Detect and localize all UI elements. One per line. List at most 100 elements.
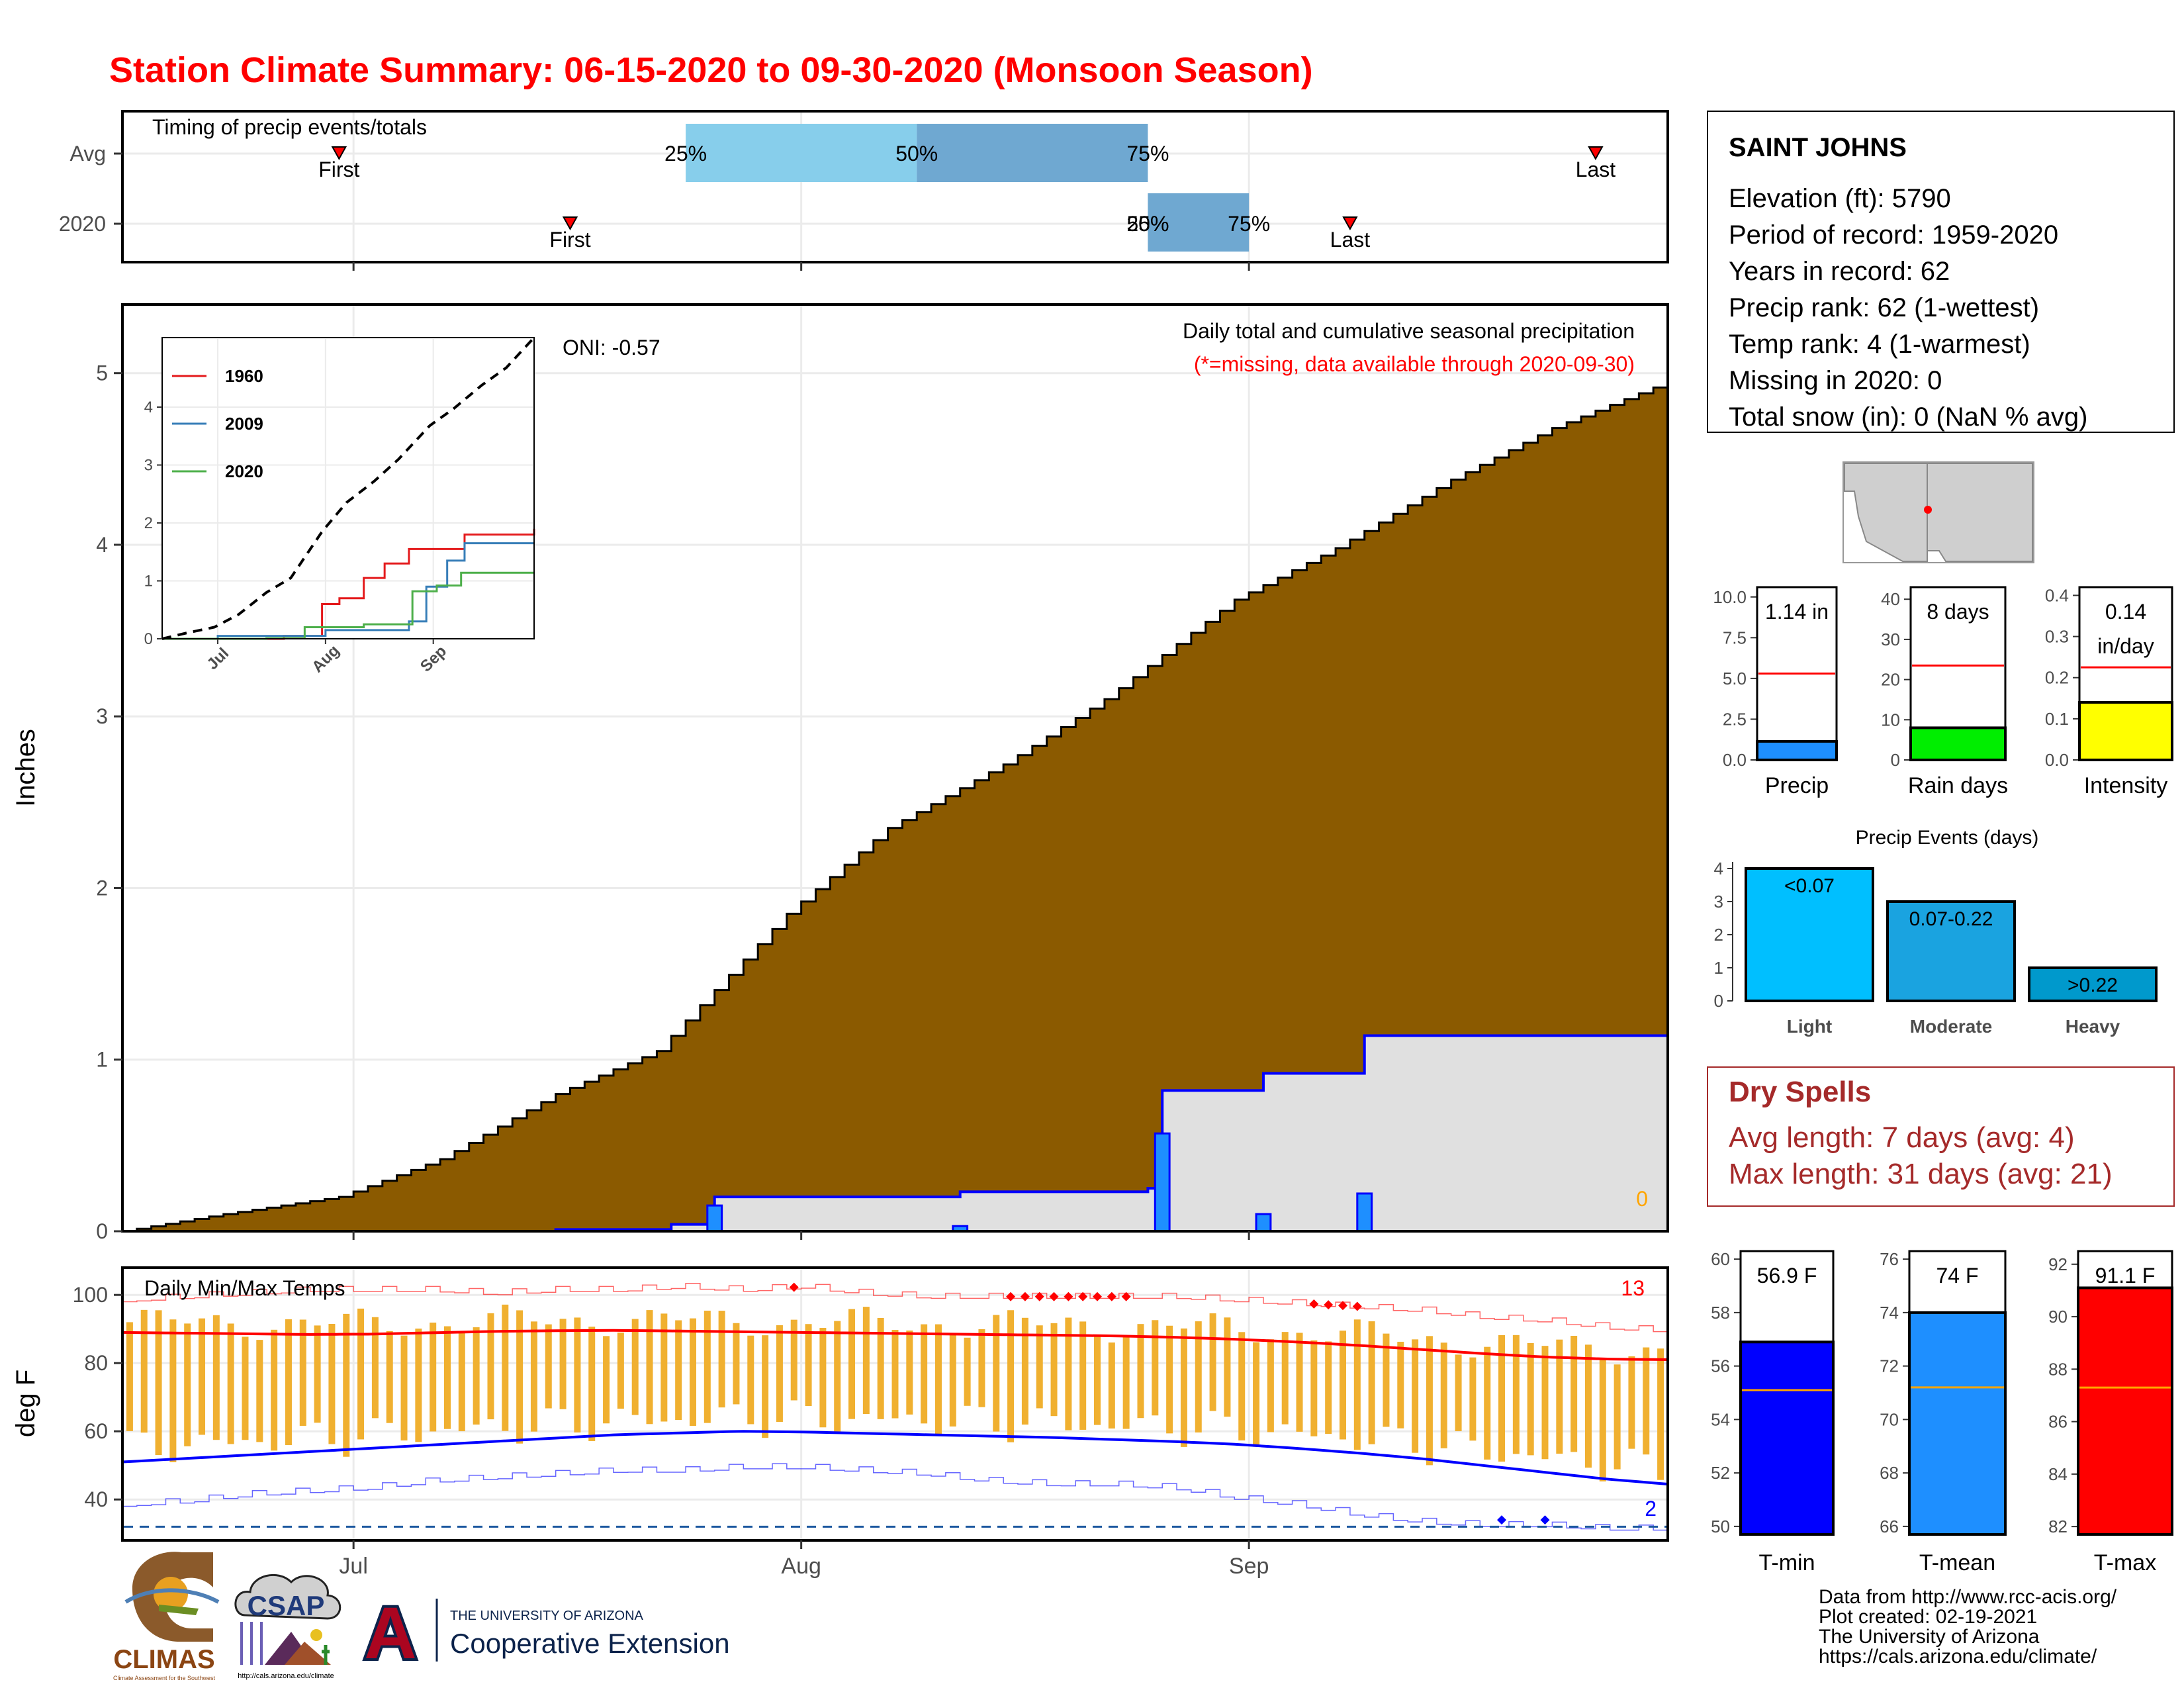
inset-legend-label-1960: 1960 [225, 366, 263, 386]
main-chart-frame [121, 303, 1669, 1233]
timing-panel-frame [121, 110, 1669, 263]
dry-spells-avg: Avg length: 7 days (avg: 4) [1729, 1121, 2075, 1154]
record-high-marker-7 [1093, 1291, 1103, 1301]
temp-daily-bar-73 [1180, 1328, 1187, 1447]
station-name: SAINT JOHNS [1729, 133, 1907, 162]
summary-tmean-tick-label-5: 76 [1880, 1249, 1899, 1269]
obs-p50-label: 50% [1126, 212, 1169, 236]
inset-x-tick-label-2: Sep [417, 642, 450, 675]
obs-last-label: Last [1330, 228, 1371, 252]
events-bar-light [1745, 867, 1874, 1002]
summary-precip-value-label-0: 1.14 in [1765, 600, 1829, 624]
daily-precip-bar-2 [1154, 1132, 1171, 1233]
precip-events-chart: Precip Events (days) 0 1 2 3 4 <0.07 Light 0.07… [1714, 827, 2158, 1037]
summary-tmax-tick-label-1: 84 [2048, 1464, 2068, 1484]
summary-precip-frame [1756, 586, 1838, 761]
temp-daily-bar-40 [704, 1310, 711, 1423]
temp-daily-bar-49 [834, 1321, 841, 1432]
daily-temp-bars [126, 1304, 1664, 1481]
temp-daily-bar-81 [1296, 1333, 1303, 1432]
events-bar-label-heavy: >0.22 [2068, 974, 2118, 996]
summary-tmean-tick-label-1: 68 [1880, 1463, 1899, 1483]
temp-daily-bar-57 [949, 1333, 956, 1427]
record-high-marker-3 [1034, 1291, 1044, 1301]
temp-chart-title: Daily Min/Max Temps [144, 1276, 345, 1300]
temp-daily-bar-71 [1152, 1320, 1159, 1416]
events-y-tick-label-1: 1 [1714, 958, 1723, 978]
summary-intensity-chart: 0.0 0.1 0.2 0.3 0.4 0.14 in/day Intensity [2045, 585, 2173, 798]
oni-label: ONI: -0.57 [563, 336, 660, 359]
daily-precip-bar-4 [1356, 1192, 1373, 1233]
temp-daily-bar-43 [747, 1335, 754, 1425]
temp-y-axis: 40 60 80 100 [73, 1283, 122, 1511]
temp-daily-bar-63 [1036, 1325, 1043, 1409]
main-chart-subtitle: (*=missing, data available through 2020-… [1194, 352, 1635, 376]
summary-tmax-tick-label-4: 90 [2048, 1307, 2068, 1327]
obs-first-marker [562, 216, 578, 231]
summary-tmax-value-label-0: 91.1 F [2095, 1264, 2156, 1288]
inset-line-avg [161, 336, 535, 640]
temp-daily-bar-60 [993, 1315, 1000, 1432]
inset-frame [161, 337, 535, 639]
inset-chart: 0 1 2 3 4 Jul Aug Sep 1960 2009 2020 [144, 336, 535, 676]
summary-intensity-value-label-1: in/day [2097, 634, 2154, 658]
dry-spells-max: Max length: 31 days (avg: 21) [1729, 1158, 2113, 1190]
record-low-marker-0 [1497, 1515, 1507, 1525]
inset-y-tick-label-2: 2 [144, 514, 153, 532]
temp-daily-bar-77 [1238, 1332, 1246, 1441]
temp-daily-bar-58 [964, 1337, 971, 1406]
events-bar-label-light: <0.07 [1784, 875, 1835, 897]
temp-daily-bar-9 [256, 1340, 263, 1442]
daily-precip-bar-3 [1255, 1213, 1272, 1233]
record-high-marker-13 [1352, 1301, 1362, 1311]
temp-daily-bar-24 [473, 1327, 480, 1425]
main-y-tick-label-3: 3 [96, 704, 108, 728]
csap-logo-subtext: http://cals.arizona.edu/climate [238, 1672, 334, 1680]
events-y-tick-label-4: 4 [1714, 859, 1723, 878]
events-y-tick-label-2: 2 [1714, 925, 1723, 945]
summary-tmean-chart: 66 68 70 72 74 76 74 F T-mean [1880, 1249, 2007, 1575]
temp-daily-bar-15 [343, 1313, 350, 1457]
temp-daily-bar-25 [487, 1313, 494, 1420]
temp-daily-bar-100 [1570, 1335, 1578, 1452]
summary-tmin-tick-label-1: 52 [1711, 1463, 1730, 1483]
ua-line-2: Cooperative Extension [450, 1628, 730, 1659]
inset-legend: 1960 2009 2020 [172, 366, 263, 481]
station-precip-rank: Precip rank: 62 (1-wettest) [1729, 293, 2039, 322]
inset-x-tick-label-1: Aug [308, 641, 343, 676]
main-y-tick-label-1: 1 [96, 1048, 108, 1072]
precip-main-chart: 0 1 2 3 4 5 Inches Daily total and cumulative… [11, 303, 1669, 1243]
summary-tmin-chart: 50 52 54 56 58 60 56.9 F T-min [1711, 1249, 1835, 1575]
temp-normal-lines [122, 1283, 1668, 1531]
x-tick-label-jul: Jul [339, 1554, 367, 1579]
footer-credits: Data from http://www.rcc-acis.org/ Plot … [1819, 1586, 2117, 1667]
temp-daily-bar-28 [530, 1321, 537, 1432]
temp-daily-bar-12 [299, 1319, 306, 1426]
summary-tmean-value-label-0: 74 F [1936, 1264, 1978, 1288]
station-location-dot [1924, 506, 1932, 514]
station-info-frame [1707, 111, 2175, 433]
events-y-tick-label-3: 3 [1714, 892, 1723, 912]
station-snow: Total snow (in): 0 (NaN % avg) [1729, 402, 2087, 432]
footer-line-3: The University of Arizona [1819, 1626, 2040, 1648]
footer-line-1: Data from http://www.rcc-acis.org/ [1819, 1586, 2117, 1608]
temp-daily-bar-54 [906, 1330, 913, 1415]
temp-daily-bar-86 [1368, 1321, 1375, 1444]
summary-intensity-value-bar [2078, 701, 2173, 761]
summary-tmin-value-bar [1739, 1340, 1835, 1536]
events-bar-moderate [1886, 900, 2016, 1002]
summary-tmin-tick-label-2: 54 [1711, 1409, 1730, 1429]
temp-daily-bar-26 [502, 1304, 509, 1431]
temp-daily-bar-75 [1209, 1313, 1216, 1411]
record-high-line [122, 1283, 1668, 1333]
daily-precip-bar-0 [706, 1204, 723, 1233]
climas-logo-subtext: Climate Assessment for the Southwest [113, 1675, 216, 1681]
temp-daily-bar-85 [1353, 1319, 1361, 1450]
summary-tmin-title: T-min [1759, 1550, 1815, 1575]
climas-logo: CLIMAS Climate Assessment for the Southw… [113, 1552, 220, 1681]
temp-daily-bar-27 [516, 1310, 523, 1444]
temp-daily-bar-19 [400, 1335, 408, 1441]
summary-tmin-tick-label-4: 58 [1711, 1303, 1730, 1323]
